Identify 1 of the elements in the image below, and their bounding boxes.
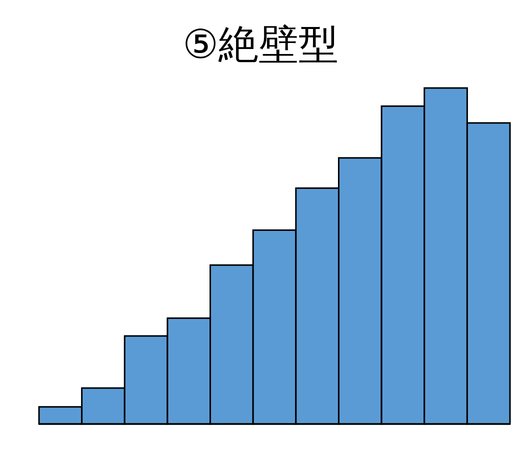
chart-title: ⑤絶壁型	[182, 22, 338, 68]
